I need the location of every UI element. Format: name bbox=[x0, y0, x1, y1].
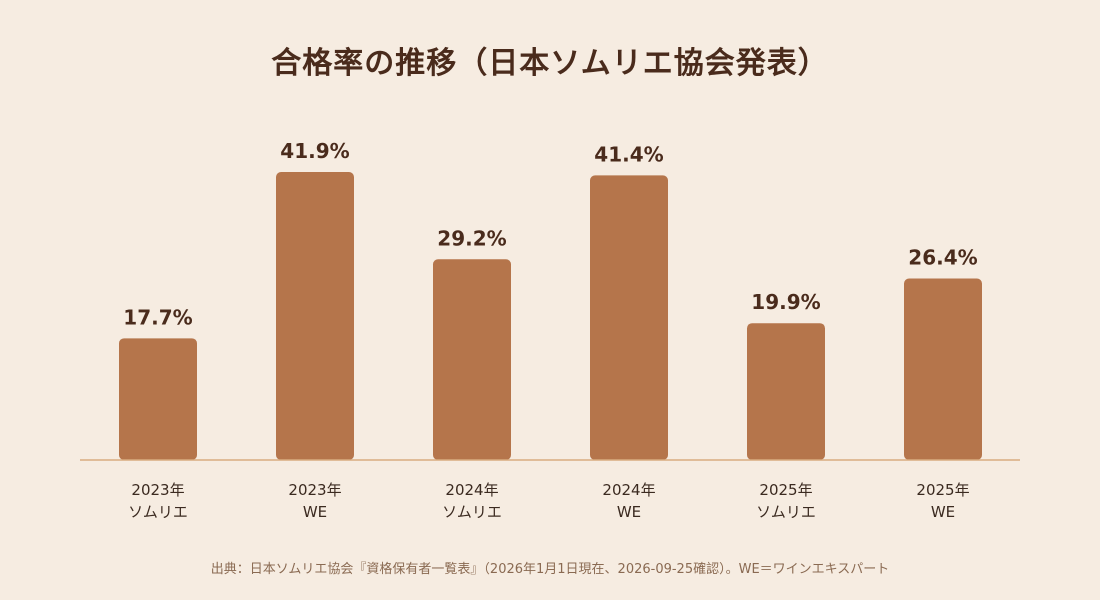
x-tick-label-0-line-0: 2023年 bbox=[131, 481, 184, 499]
x-tick-label-1-line-1: WE bbox=[303, 503, 327, 521]
bar-4 bbox=[747, 323, 825, 460]
x-tick-label-2-line-1: ソムリエ bbox=[442, 503, 502, 521]
bars-layer bbox=[119, 172, 982, 460]
value-labels-layer: 17.7% 41.9% 29.2% 41.4% 19.9% 26.4% bbox=[123, 139, 977, 329]
chart-title: 合格率の推移（日本ソムリエ協会発表） bbox=[271, 46, 829, 81]
bar-5 bbox=[904, 278, 982, 460]
source-footnote: 出典：日本ソムリエ協会『資格保有者一覧表』（2026年1月1日現在、2026-0… bbox=[210, 562, 890, 577]
value-label-3: 41.4% bbox=[594, 142, 663, 166]
bar-2 bbox=[433, 259, 511, 460]
x-tick-label-0-line-1: ソムリエ bbox=[128, 503, 188, 521]
bar-0 bbox=[119, 338, 197, 460]
x-tick-label-5-line-1: WE bbox=[931, 503, 955, 521]
x-tick-label-2-line-0: 2024年 bbox=[445, 481, 498, 499]
bar-1 bbox=[276, 172, 354, 460]
value-label-0: 17.7% bbox=[123, 305, 192, 329]
value-label-5: 26.4% bbox=[908, 246, 977, 270]
x-tick-label-4-line-0: 2025年 bbox=[759, 481, 812, 499]
x-tick-label-3-line-1: WE bbox=[617, 503, 641, 521]
x-tick-label-1-line-0: 2023年 bbox=[288, 481, 341, 499]
x-tick-label-4-line-1: ソムリエ bbox=[756, 503, 816, 521]
value-label-1: 41.9% bbox=[280, 139, 349, 163]
value-label-4: 19.9% bbox=[751, 290, 820, 314]
value-label-2: 29.2% bbox=[437, 226, 506, 250]
x-tick-label-3-line-0: 2024年 bbox=[602, 481, 655, 499]
x-tick-label-5-line-0: 2025年 bbox=[916, 481, 969, 499]
bar-3 bbox=[590, 175, 668, 460]
